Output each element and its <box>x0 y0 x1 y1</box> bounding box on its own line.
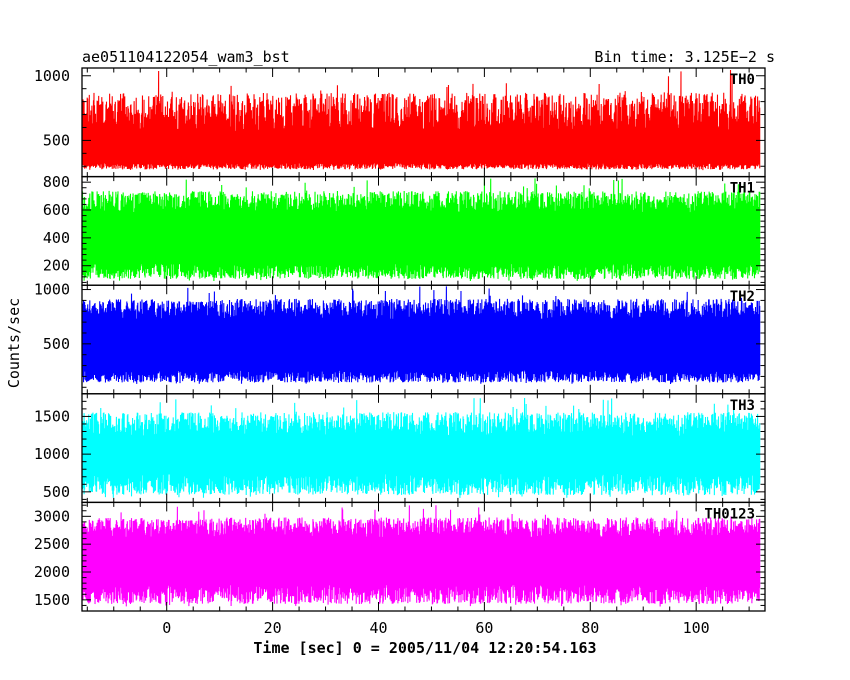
x-tick-label: 20 <box>264 619 282 637</box>
x-tick-label: 100 <box>683 619 710 637</box>
y-tick-label: 600 <box>43 201 70 219</box>
x-tick-label: 60 <box>475 619 493 637</box>
chart-title-left: ae051104122054_wam3_bst <box>82 48 290 66</box>
y-tick-label: 500 <box>43 131 70 149</box>
y-axis-label: Counts/sec <box>5 298 23 388</box>
y-tick-label: 1500 <box>34 591 70 609</box>
panel-label-th0: TH0 <box>730 72 755 88</box>
y-tick-label: 2500 <box>34 535 70 553</box>
panel-th0: 500 1000 TH0 <box>34 67 766 178</box>
x-tick-label: 40 <box>369 619 387 637</box>
x-axis-label: Time [sec] 0 = 2005/11/04 12:20:54.163 <box>253 639 596 657</box>
y-tick-label: 500 <box>43 483 70 501</box>
y-tick-label: 2000 <box>34 563 70 581</box>
panel-label-th1: TH1 <box>730 181 755 197</box>
x-tick-label: 80 <box>581 619 599 637</box>
y-tick-label: 1000 <box>34 445 70 463</box>
series-th3 <box>82 397 761 498</box>
panel-label-th0123: TH0123 <box>704 506 755 522</box>
series-th2 <box>82 286 761 384</box>
chart-title-right: Bin time: 3.125E−2 s <box>594 48 775 66</box>
x-tick-label: 0 <box>162 619 171 637</box>
y-tick-label: 400 <box>43 229 70 247</box>
series-th0123 <box>82 505 761 607</box>
y-tick-label: 3000 <box>34 507 70 525</box>
y-tick-label: 200 <box>43 257 70 275</box>
series-th0 <box>82 69 761 171</box>
series-th1 <box>82 178 761 281</box>
y-tick-label: 1000 <box>34 67 70 85</box>
panel-th3: 500 1000 1500 TH3 <box>34 393 766 504</box>
panel-th2: 500 1000 TH2 <box>34 281 766 395</box>
y-tick-label: 500 <box>43 335 70 353</box>
y-tick-label: 1500 <box>34 407 70 425</box>
y-tick-label: 1000 <box>34 281 70 299</box>
panel-th1: 200 400 600 800 TH1 <box>43 173 766 286</box>
panel-label-th2: TH2 <box>730 289 755 305</box>
y-tick-label: 800 <box>43 173 70 191</box>
panel-frame <box>81 501 766 612</box>
panel-label-th3: TH3 <box>730 398 755 414</box>
panel-th0123: 1500 2000 2500 3000 TH0123 <box>34 501 766 612</box>
